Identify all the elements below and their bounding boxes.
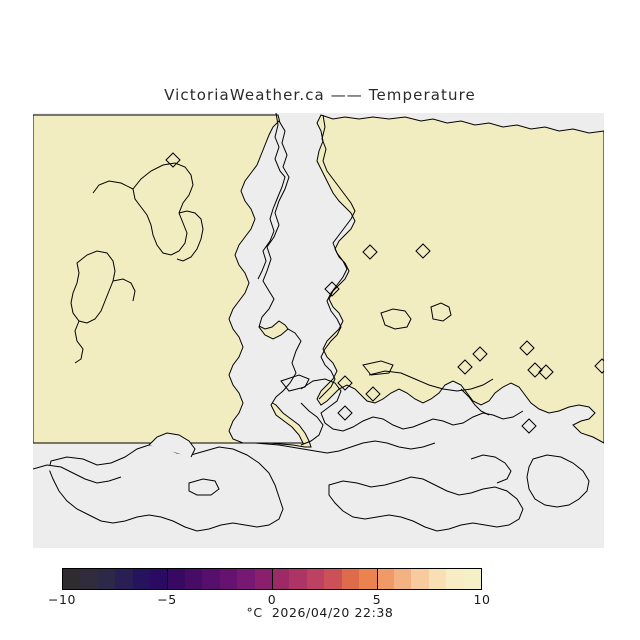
colorbar-swatch — [289, 569, 307, 589]
station-marker[interactable] — [324, 281, 340, 297]
estuary-main — [300, 378, 524, 432]
colorbar-tick-label: −5 — [157, 592, 177, 607]
colorbar-swatch — [97, 569, 116, 589]
colorbar-swatch — [254, 569, 273, 589]
colorbar — [62, 568, 482, 590]
colorbar-swatch — [446, 569, 464, 589]
estuary-spur — [460, 388, 490, 416]
page-title: VictoriaWeather.ca —— Temperature — [164, 86, 476, 104]
colorbar-tick-label: −10 — [48, 592, 76, 607]
inland-small-features — [280, 302, 452, 392]
colorbar-tick-label: 0 — [267, 592, 277, 607]
colorbar-swatch — [341, 569, 360, 589]
colorbar-swatch — [80, 569, 98, 589]
small-lake-a — [380, 308, 412, 330]
small-lake-b — [430, 302, 452, 322]
coast-north-bay — [257, 113, 286, 280]
coast-south-shore — [254, 440, 436, 454]
colorbar-swatch — [202, 569, 220, 589]
lake-north — [132, 162, 194, 256]
station-marker[interactable] — [362, 244, 378, 260]
station-marker[interactable] — [165, 152, 181, 168]
station-marker[interactable] — [521, 418, 537, 434]
colorbar-swatch — [428, 569, 447, 589]
colorbar-swatch — [132, 569, 151, 589]
lake-south — [70, 250, 116, 324]
colorbar-caption: °C 2026/04/20 22:38 — [246, 605, 394, 620]
colorbar-swatch — [324, 569, 342, 589]
colorbar-tick — [377, 568, 379, 590]
small-lake-d — [362, 360, 394, 376]
colorbar-swatch — [150, 569, 168, 589]
estuary-south-bank — [300, 402, 324, 446]
station-marker[interactable] — [457, 359, 473, 375]
lake-south-branch — [112, 278, 136, 302]
colorbar-swatch — [376, 569, 395, 589]
unshaded-southern-land — [33, 432, 590, 532]
station-marker[interactable] — [527, 362, 543, 378]
colorbar-swatch — [359, 569, 377, 589]
station-marker[interactable] — [337, 375, 353, 391]
south-island-notch — [148, 432, 196, 458]
station-marker[interactable] — [538, 364, 554, 380]
colorbar-swatch — [411, 569, 429, 589]
station-markers — [165, 152, 604, 434]
south-mainland-strip — [33, 464, 122, 484]
colorbar-swatch — [463, 569, 482, 589]
colorbar-tick-labels: −10 −5 0 5 10 — [0, 592, 640, 608]
inland-lakes — [70, 162, 204, 364]
colorbar-swatch — [184, 569, 203, 589]
small-lake-c — [280, 374, 310, 392]
south-island-far-east — [526, 454, 590, 508]
south-island-east — [328, 476, 524, 532]
station-marker[interactable] — [519, 340, 535, 356]
map-graphic[interactable] — [33, 113, 604, 548]
colorbar-tick — [272, 568, 274, 590]
colorbar-tick — [167, 568, 169, 590]
colorbar-swatch — [63, 569, 81, 589]
colorbar-tick-label: 10 — [473, 592, 491, 607]
lake-south-tail — [74, 320, 84, 364]
station-marker[interactable] — [415, 243, 431, 259]
colorbar-swatch — [306, 569, 325, 589]
colorbar-swatch — [394, 569, 412, 589]
colorbar-tick-label: 5 — [372, 592, 382, 607]
estuary-island-chain — [368, 370, 494, 392]
colorbar-swatch — [219, 569, 238, 589]
colorbar-swatch — [167, 569, 185, 589]
colorbar-gradient — [62, 568, 482, 590]
lake-north-inlet — [92, 180, 134, 194]
colorbar-swatch — [115, 569, 133, 589]
station-marker[interactable] — [472, 346, 488, 362]
coast-north-east-headland — [318, 114, 356, 400]
station-marker[interactable] — [365, 386, 381, 402]
colorbar-swatch — [272, 569, 290, 589]
south-island-small-lake — [188, 478, 220, 496]
colorbar-swatch — [237, 569, 255, 589]
station-marker[interactable] — [594, 358, 604, 374]
station-marker[interactable] — [337, 405, 353, 421]
inlet-sea-central — [228, 120, 304, 444]
map-panel[interactable] — [33, 113, 604, 548]
coastline-detail — [254, 113, 436, 454]
lake-north-tail — [176, 210, 204, 262]
south-island-east-spur — [470, 454, 512, 484]
southern-estuary — [300, 370, 524, 446]
land-shaded-region — [33, 114, 604, 448]
